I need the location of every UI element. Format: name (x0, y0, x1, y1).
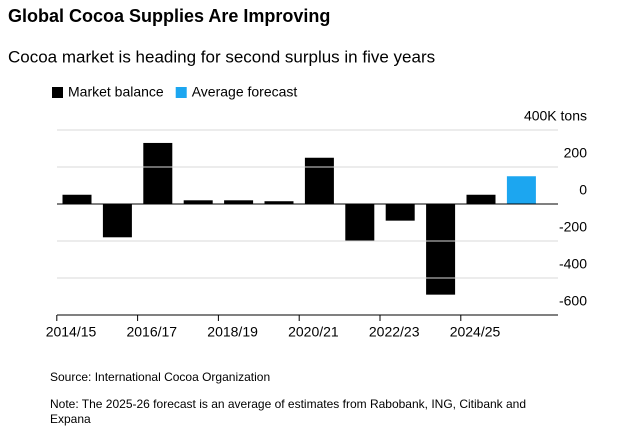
y-tick-label: 0 (579, 182, 587, 198)
chart-title: Global Cocoa Supplies Are Improving (8, 6, 330, 26)
y-tick-label: 200 (564, 145, 588, 161)
legend-label: Average forecast (192, 84, 298, 100)
bar (183, 200, 213, 204)
bar (102, 204, 132, 238)
x-tick-label: 2014/15 (46, 324, 97, 340)
plot (62, 142, 536, 295)
x-tick-label: 2024/25 (450, 324, 501, 340)
chart-subtitle: Cocoa market is heading for second surpl… (8, 47, 435, 66)
legend-swatch (175, 87, 187, 98)
note: Note: The 2025-26 forecast is an average… (50, 397, 526, 411)
bar (143, 142, 173, 204)
bar (426, 204, 456, 295)
bar (345, 204, 375, 241)
legend-label: Market balance (68, 84, 164, 100)
y-tick-label: -200 (559, 219, 587, 235)
x-tick-label: 2016/17 (126, 324, 177, 340)
bar (506, 176, 536, 204)
x-tick-label: 2020/21 (288, 324, 339, 340)
source: Source: International Cocoa Organization (50, 370, 270, 384)
legend: Market balance Average forecast (52, 84, 297, 100)
bar (385, 204, 415, 221)
x-tick-label: 2018/19 (207, 324, 258, 340)
bar (224, 200, 254, 204)
y-tick-label: -600 (559, 293, 587, 309)
y-tick-label: 400K tons (524, 108, 587, 124)
x-tick-label: 2022/23 (369, 324, 420, 340)
bar (62, 194, 92, 204)
legend-swatch (52, 87, 63, 98)
bar (466, 194, 496, 204)
bar (264, 201, 294, 204)
bar (304, 157, 334, 204)
note: Expana (50, 412, 91, 426)
y-tick-label: -400 (559, 256, 587, 272)
